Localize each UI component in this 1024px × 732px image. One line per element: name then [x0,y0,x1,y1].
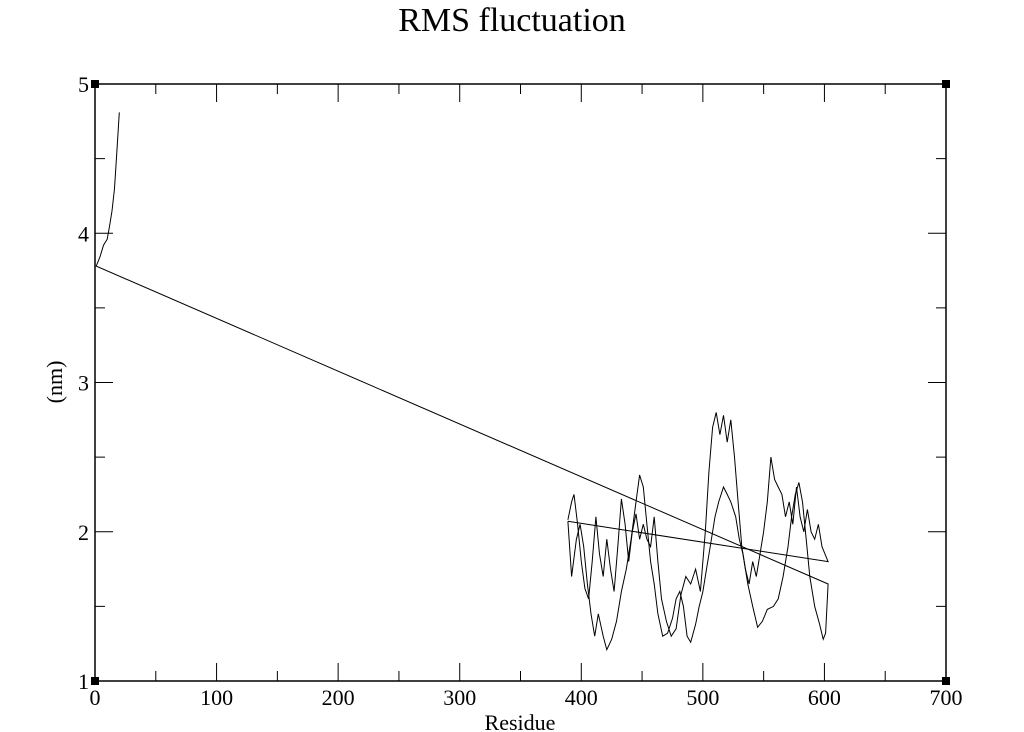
x-tick-label: 600 [808,685,841,710]
data-series [95,112,829,652]
x-tick-label: 100 [200,685,233,710]
line-series-2 [567,412,829,638]
y-tick-label: 4 [78,221,89,246]
y-tick-label: 3 [78,371,89,396]
y-tick-label: 5 [78,72,89,97]
x-tick-label: 200 [322,685,355,710]
line-series-1 [95,112,829,652]
x-tick-label: 500 [686,685,719,710]
axis-ticks: 0 100 200 300 400 500 600 700 1 2 3 4 5 [78,72,963,710]
y-tick-label: 1 [78,669,89,694]
chart-title: RMS fluctuation [398,2,626,39]
y-tick-label: 2 [78,520,89,545]
x-tick-label: 400 [565,685,598,710]
plot-frame [91,80,950,685]
plot-border [94,83,947,682]
x-tick-label: 300 [443,685,476,710]
x-tick-label: 0 [90,685,101,710]
y-axis-label: (nm) [42,361,67,404]
x-axis-label: Residue [485,710,556,732]
x-tick-label: 700 [930,685,963,710]
